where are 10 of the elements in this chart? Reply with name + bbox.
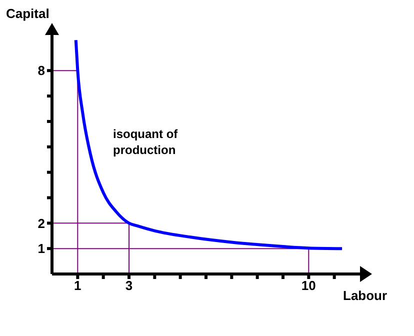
x-axis-title: Labour	[343, 288, 388, 303]
y-axis-title: Capital	[6, 6, 50, 21]
line-series	[74, 38, 344, 250]
x-tick-label: 1	[74, 278, 82, 294]
y-tick-label: 1	[38, 241, 45, 256]
y-tick-label: 8	[38, 63, 45, 78]
y-tick-label: 2	[38, 216, 45, 231]
x-tick-label: 10	[301, 278, 316, 294]
annotation: isoquant of production	[113, 126, 179, 158]
x-tick-label: 3	[125, 278, 133, 294]
